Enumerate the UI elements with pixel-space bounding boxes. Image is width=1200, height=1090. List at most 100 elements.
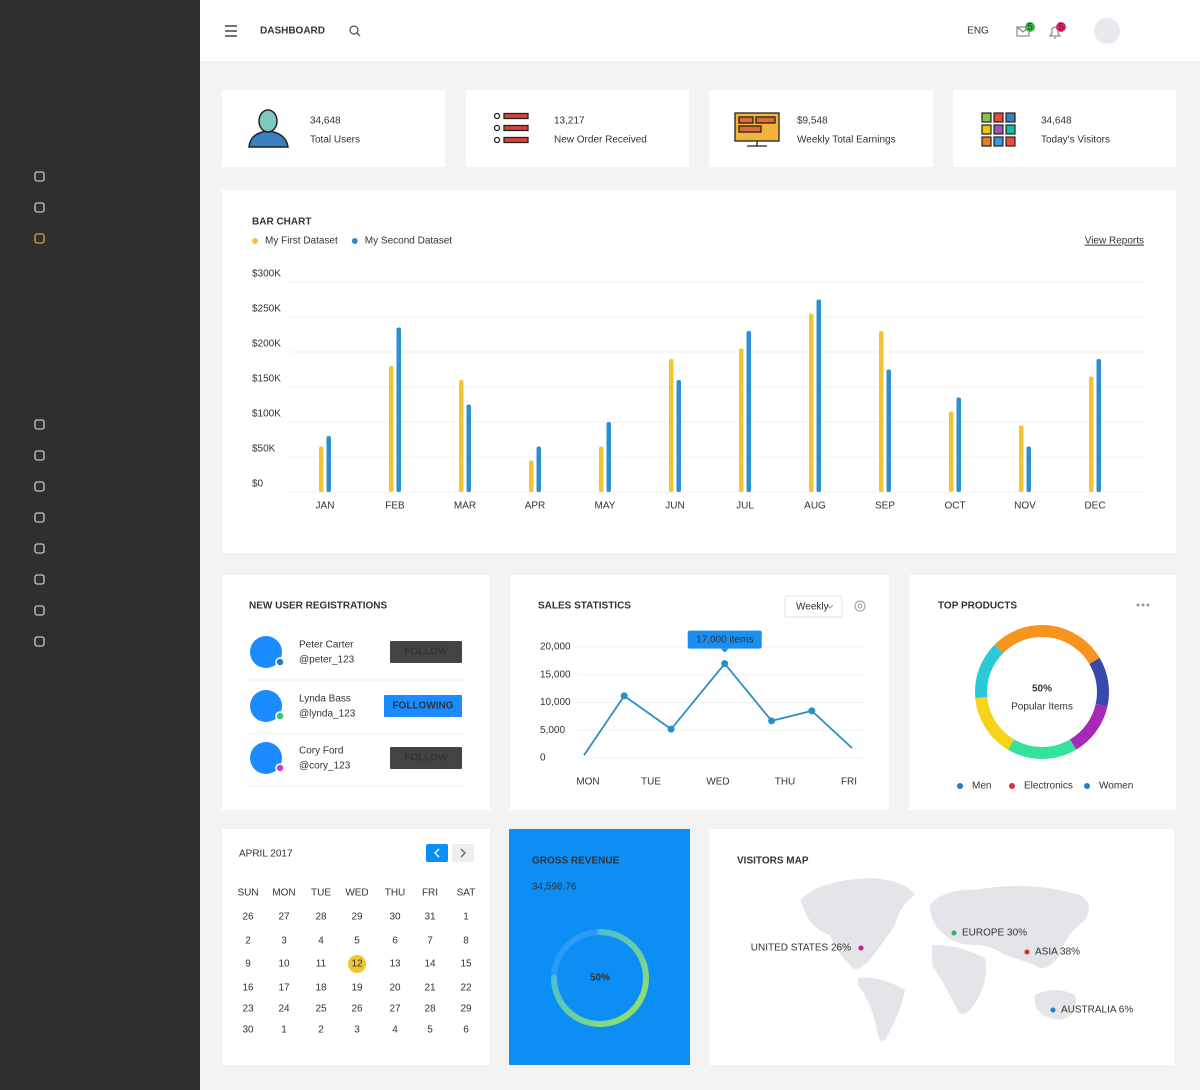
map-marker xyxy=(1050,1007,1056,1013)
calendar-day[interactable]: 1 xyxy=(281,1025,287,1036)
sidebar-subitem[interactable]: Grid List xyxy=(77,358,114,369)
bar xyxy=(1026,446,1031,492)
dropdown-label[interactable]: Weekly xyxy=(796,602,829,613)
products-card xyxy=(909,575,1176,810)
calendar-day[interactable]: 25 xyxy=(315,1004,327,1015)
avatar[interactable] xyxy=(1094,18,1120,44)
header-bar xyxy=(200,0,1200,62)
calendar-day[interactable]: 5 xyxy=(427,1025,433,1036)
calendar-day[interactable]: 23 xyxy=(242,1004,254,1015)
calendar-day[interactable]: 1 xyxy=(463,912,469,923)
period-dropdown[interactable] xyxy=(784,595,843,618)
calendar-day[interactable]: 26 xyxy=(242,912,254,923)
calendar-day[interactable]: 20 xyxy=(389,983,401,994)
y-tick-label: $200K xyxy=(252,339,281,350)
calendar-day[interactable]: 28 xyxy=(424,1004,436,1015)
follow-button[interactable] xyxy=(390,747,462,769)
sidebar xyxy=(0,0,200,1090)
calendar-day[interactable]: 2 xyxy=(318,1025,324,1036)
y-tick-label: $300K xyxy=(252,269,281,280)
calendar-day[interactable]: 30 xyxy=(242,1025,254,1036)
chart-title: BAR CHART xyxy=(252,217,311,228)
calendar-day[interactable]: 6 xyxy=(392,936,398,947)
next-arrow xyxy=(460,848,466,858)
calendar-day[interactable]: 4 xyxy=(318,936,324,947)
calendar-day[interactable]: 9 xyxy=(245,959,251,970)
sidebar-item[interactable]: Data Table xyxy=(54,451,102,462)
sidebar-item[interactable]: Forms xyxy=(54,482,82,493)
language[interactable]: ENG xyxy=(967,26,989,37)
settings-icon[interactable] xyxy=(854,600,866,612)
legend-label: My First Dataset xyxy=(265,236,338,247)
calendar-day[interactable]: 28 xyxy=(315,912,327,923)
follow-button-label: FOLLOWING xyxy=(392,701,453,712)
prev-month-button[interactable] xyxy=(426,844,448,862)
calendar-day[interactable]: 8 xyxy=(463,936,469,947)
calendar-day[interactable]: 29 xyxy=(351,912,363,923)
calendar-day[interactable]: 3 xyxy=(281,936,287,947)
sidebar-subitem[interactable]: Chart xyxy=(77,327,102,338)
sidebar-item[interactable]: Dashboard xyxy=(54,172,103,183)
calendar-day[interactable]: 27 xyxy=(278,912,290,923)
calendar-day[interactable]: 5 xyxy=(354,936,360,947)
menu-icon[interactable] xyxy=(225,25,237,37)
calendar-day[interactable]: 18 xyxy=(315,983,327,994)
calendar-day[interactable]: 7 xyxy=(427,936,433,947)
search-icon[interactable] xyxy=(349,25,361,37)
calendar-day[interactable]: 6 xyxy=(463,1025,469,1036)
chart-link[interactable]: View Reports xyxy=(1085,236,1144,247)
calendar-day[interactable]: 26 xyxy=(351,1004,363,1015)
sidebar-subitem[interactable]: Tabview xyxy=(77,265,114,276)
sidebar-icon xyxy=(34,512,45,523)
calendar-day[interactable]: 4 xyxy=(392,1025,398,1036)
sidebar-item[interactable]: Profile xyxy=(54,606,83,617)
donut-segment xyxy=(1007,739,1077,759)
calendar-day[interactable]: 16 xyxy=(242,983,254,994)
calendar-day[interactable]: 10 xyxy=(278,959,290,970)
user-avatar xyxy=(250,636,282,668)
sidebar-icon xyxy=(34,171,45,182)
calendar-day[interactable]: 21 xyxy=(424,983,436,994)
x-tick-label: MAY xyxy=(595,501,616,512)
calendar-day[interactable]: 27 xyxy=(389,1004,401,1015)
calendar-day[interactable]: 22 xyxy=(460,983,472,994)
calendar-day[interactable]: 19 xyxy=(351,983,363,994)
bar xyxy=(466,404,471,492)
bar xyxy=(956,397,961,492)
sidebar-icon xyxy=(34,481,45,492)
calendar-day[interactable]: 31 xyxy=(424,912,436,923)
calendar-day[interactable]: 12 xyxy=(351,959,363,970)
next-month-button[interactable] xyxy=(452,844,474,862)
sidebar-item[interactable]: Charts xyxy=(54,544,83,555)
map-label: EUROPE 30% xyxy=(962,928,1027,939)
calendar-day[interactable]: 29 xyxy=(460,1004,472,1015)
calendar-day[interactable]: 11 xyxy=(316,959,327,970)
x-tick-label: JUN xyxy=(665,501,684,512)
sidebar-item[interactable]: E-mail xyxy=(54,513,82,524)
sidebar-item[interactable]: Login xyxy=(54,637,78,648)
bar xyxy=(529,460,534,492)
sidebar-item[interactable]: Layouts xyxy=(54,203,89,214)
map-label: AUSTRALIA 6% xyxy=(1061,1005,1133,1016)
calendar-day[interactable]: 3 xyxy=(354,1025,360,1036)
user-status xyxy=(275,763,285,773)
sidebar-icon xyxy=(34,636,45,647)
calendar-day[interactable]: 2 xyxy=(245,936,251,947)
y-tick-label: 5,000 xyxy=(540,725,565,736)
calendar-day[interactable]: 17 xyxy=(278,983,290,994)
calendar-day[interactable]: 30 xyxy=(389,912,401,923)
y-tick-label: 15,000 xyxy=(540,669,571,680)
sidebar-item[interactable]: Calender xyxy=(54,234,95,245)
calendar-day[interactable]: 14 xyxy=(424,959,436,970)
calendar-day[interactable]: 13 xyxy=(389,959,401,970)
sidebar-item[interactable]: Maps xyxy=(54,575,78,586)
sidebar-subitem[interactable]: Stepper xyxy=(77,296,113,307)
x-tick-label: OCT xyxy=(944,501,965,512)
more-menu[interactable] xyxy=(1136,603,1150,607)
calendar-day[interactable]: 15 xyxy=(460,959,472,970)
sidebar-subitem[interactable]: Carousel xyxy=(77,389,117,400)
follow-button[interactable] xyxy=(384,695,462,717)
sidebar-item[interactable]: UI Elements xyxy=(54,420,108,431)
follow-button[interactable] xyxy=(390,641,462,663)
calendar-day[interactable]: 24 xyxy=(278,1004,290,1015)
